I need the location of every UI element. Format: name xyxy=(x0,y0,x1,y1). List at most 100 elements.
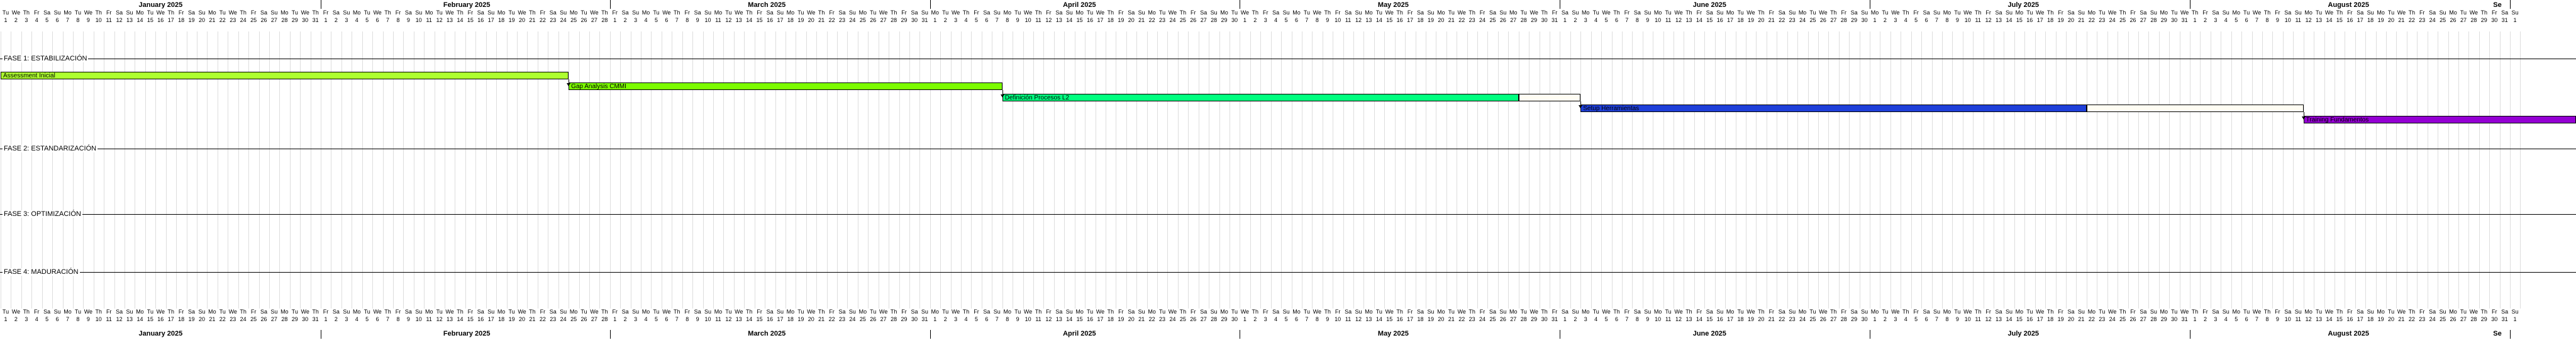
weekday-label: Th xyxy=(890,309,897,315)
day-number: 26 xyxy=(2450,17,2457,23)
weekday-label: Sa xyxy=(1200,9,1208,16)
weekday-label: Sa xyxy=(1850,9,1858,16)
task-bar-gap-analysis-cmmi[interactable]: Gap Analysis CMMI xyxy=(569,82,1002,90)
day-gridline xyxy=(341,31,342,309)
task-bar-training-fundamentos[interactable]: Training Fundamentos xyxy=(2303,116,2576,123)
weekday-label: Tu xyxy=(1014,309,1021,315)
weekday-label: Tu xyxy=(436,309,443,315)
weekday-label: Sa xyxy=(2067,9,2075,16)
weekday-label: Mo xyxy=(569,9,578,16)
day-gridline xyxy=(1621,31,1623,309)
day-number: 27 xyxy=(1510,17,1517,23)
day-number: 16 xyxy=(767,316,774,322)
weekday-label: Th xyxy=(2046,9,2054,16)
weekday-label: Tu xyxy=(1375,309,1382,315)
weekday-label: Th xyxy=(1468,9,1475,16)
day-number: 16 xyxy=(1716,316,1723,322)
day-gridline xyxy=(1497,31,1499,309)
day-gridline xyxy=(1126,31,1127,309)
day-gridline xyxy=(2138,31,2139,309)
day-gridline xyxy=(579,31,580,309)
day-gridline xyxy=(382,31,384,309)
day-number: 31 xyxy=(1551,17,1558,23)
day-number: 17 xyxy=(1407,316,1414,322)
day-gridline xyxy=(114,31,115,309)
day-number: 2 xyxy=(14,17,18,23)
weekday-label: Su xyxy=(1355,9,1362,16)
day-number: 24 xyxy=(2109,17,2116,23)
weekday-label: Mo xyxy=(1437,309,1445,315)
task-bar-assessment-inicial[interactable]: Assessment Inicial xyxy=(1,72,569,79)
weekday-label: Sa xyxy=(766,9,774,16)
day-number: 16 xyxy=(2026,17,2033,23)
day-gridline xyxy=(1601,31,1602,309)
weekday-label: Fr xyxy=(901,309,907,315)
day-number: 27 xyxy=(591,17,597,23)
day-number: 25 xyxy=(250,316,257,322)
weekday-label: Tu xyxy=(2460,309,2467,315)
weekday-label: Su xyxy=(1210,9,1218,16)
weekday-label: Tu xyxy=(1158,9,1166,16)
weekday-label: Fr xyxy=(1046,309,1052,315)
month-label: January 2025 xyxy=(138,330,183,337)
weekday-label: Su xyxy=(993,309,1001,315)
day-number: 5 xyxy=(1604,316,1608,322)
weekday-label: We xyxy=(1963,9,1972,16)
weekday-label: Tu xyxy=(942,309,949,315)
day-number: 13 xyxy=(1996,316,2002,322)
day-number: 12 xyxy=(1045,316,1052,322)
day-number: 30 xyxy=(302,17,309,23)
weekday-label: Tu xyxy=(1158,309,1166,315)
weekday-label: Su xyxy=(921,9,928,16)
day-gridline xyxy=(651,31,652,309)
weekday-label: Sa xyxy=(621,309,629,315)
day-number: 31 xyxy=(2501,316,2508,322)
weekday-label: Tu xyxy=(725,9,732,16)
day-number: 21 xyxy=(1768,316,1775,322)
day-number: 17 xyxy=(167,316,174,322)
weekday-label: Fr xyxy=(612,309,618,315)
task-bar-definicion-procesos-l2[interactable]: Definición Procesos L2 xyxy=(1002,94,1519,101)
day-number: 17 xyxy=(487,316,494,322)
weekday-label: Su xyxy=(1138,9,1145,16)
day-number: 14 xyxy=(457,316,464,322)
weekday-label: Mo xyxy=(1870,309,1879,315)
weekday-label: Mo xyxy=(1726,309,1735,315)
day-number: 9 xyxy=(696,316,699,322)
weekday-label: We xyxy=(1168,9,1177,16)
task-bar-setup-herramientas[interactable]: Setup Herramientas xyxy=(1580,105,2087,112)
weekday-label: Su xyxy=(2294,9,2302,16)
month-label: Se xyxy=(2493,1,2502,9)
weekday-label: Tu xyxy=(1087,309,1094,315)
day-gridline xyxy=(2262,31,2263,309)
day-number: 23 xyxy=(2099,316,2106,322)
task-label: Setup Herramientas xyxy=(1583,105,1640,112)
slack-bar xyxy=(1518,94,1581,101)
day-number: 26 xyxy=(870,17,877,23)
weekday-label: Sa xyxy=(1345,309,1352,315)
day-number: 9 xyxy=(2275,316,2279,322)
weekday-label: Sa xyxy=(2140,309,2147,315)
day-gridline xyxy=(1714,31,1716,309)
weekday-label: Su xyxy=(198,9,206,16)
day-number: 28 xyxy=(2150,17,2157,23)
weekday-label: Th xyxy=(2119,9,2126,16)
day-number: 7 xyxy=(1935,316,1939,322)
weekday-label: Fr xyxy=(1479,9,1485,16)
weekday-label: Sa xyxy=(2357,9,2364,16)
day-number: 15 xyxy=(2016,17,2023,23)
day-number: 17 xyxy=(777,316,784,322)
weekday-label: Th xyxy=(1830,9,1837,16)
day-number: 7 xyxy=(995,17,999,23)
day-gridline xyxy=(1270,31,1272,309)
weekday-label: Th xyxy=(1613,9,1620,16)
day-number: 28 xyxy=(2470,17,2477,23)
day-number: 15 xyxy=(1706,17,1713,23)
day-number: 15 xyxy=(1386,17,1393,23)
day-gridline xyxy=(2479,31,2480,309)
phase-label: FASE 2: ESTANDARIZACIÓN xyxy=(3,145,98,152)
day-gridline xyxy=(1849,31,1850,309)
day-number: 28 xyxy=(1520,17,1527,23)
weekday-label: Su xyxy=(1282,9,1290,16)
day-gridline xyxy=(1363,31,1365,309)
